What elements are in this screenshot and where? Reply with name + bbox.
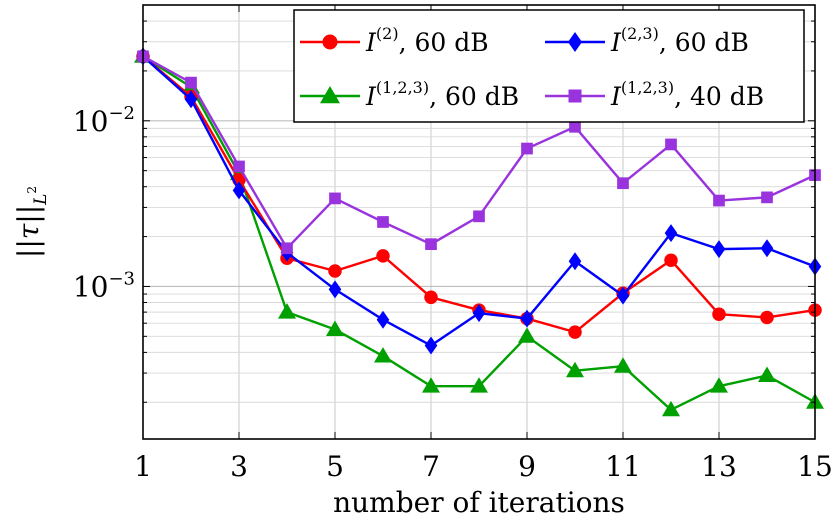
data-point <box>662 400 680 417</box>
data-point <box>614 357 632 373</box>
data-point <box>422 377 440 393</box>
data-point <box>664 224 678 243</box>
data-point <box>376 249 390 263</box>
data-point <box>713 194 725 207</box>
data-point <box>472 304 486 323</box>
data-point <box>424 336 438 355</box>
data-point <box>761 191 773 204</box>
data-point <box>760 239 774 258</box>
data-point <box>374 347 392 363</box>
ticks <box>142 4 816 439</box>
data-point <box>712 307 726 321</box>
x-tick-label: 13 <box>701 450 737 483</box>
data-point <box>233 160 245 173</box>
x-tick-label: 9 <box>518 450 536 483</box>
legend-entry: I(2,3), 60 dB <box>545 24 749 57</box>
y-axis-title-sub-exp: 2 <box>25 186 39 194</box>
data-point <box>376 310 390 329</box>
data-point <box>712 240 726 259</box>
data-point <box>758 366 776 382</box>
y-axis-title: ||τ||L2 <box>12 186 51 258</box>
x-tick-label: 5 <box>326 450 344 483</box>
legend-marker <box>320 86 340 104</box>
data-point <box>760 310 774 325</box>
legend-label: I(1,2,3), 60 dB <box>365 78 519 111</box>
y-axis-title-sub: L <box>31 194 51 206</box>
data-point <box>568 325 582 339</box>
data-point <box>665 138 677 151</box>
legend-marker <box>568 32 582 52</box>
series-layer <box>134 47 824 417</box>
data-point <box>569 120 581 133</box>
data-point <box>328 280 342 299</box>
data-point <box>518 327 536 343</box>
data-point <box>568 252 582 271</box>
data-point <box>278 303 296 319</box>
data-point <box>616 286 630 305</box>
legend-entry: I(1,2,3), 40 dB <box>545 78 764 111</box>
data-point <box>326 320 344 336</box>
legend-box <box>293 9 805 123</box>
y-axis-title-main: ||τ|| <box>12 205 45 258</box>
x-tick-label: 15 <box>797 450 831 483</box>
legend-entry: I(1,2,3), 60 dB <box>300 78 519 111</box>
data-point <box>281 242 293 255</box>
data-point <box>329 192 341 205</box>
x-axis-title: number of iterations <box>333 486 625 519</box>
data-point <box>424 290 438 305</box>
legend-marker <box>568 89 582 103</box>
data-point <box>473 210 485 223</box>
data-point <box>232 181 246 200</box>
data-point <box>185 76 197 89</box>
data-point <box>328 264 342 278</box>
x-tick-label: 11 <box>605 450 641 483</box>
svg-text:||τ||L2: ||τ||L2 <box>12 186 51 258</box>
x-tick-label: 7 <box>422 450 440 483</box>
data-point <box>470 377 488 393</box>
y-tick-label: 10−3 <box>73 268 135 303</box>
legend-marker <box>322 34 338 50</box>
legend-label: I(1,2,3), 40 dB <box>610 78 764 111</box>
legend-label: I(2), 60 dB <box>365 24 489 57</box>
data-point <box>710 377 728 393</box>
data-point <box>664 253 678 267</box>
data-point <box>521 142 533 155</box>
data-point <box>520 309 534 328</box>
data-point <box>617 177 629 190</box>
legend-label: I(2,3), 60 dB <box>610 24 749 57</box>
data-point <box>184 90 198 109</box>
data-point <box>377 216 389 228</box>
legend-entry: I(2), 60 dB <box>300 24 489 57</box>
legend: I(2), 60 dB I(2,3), 60 dB I(1,2,3), 60 dB I… <box>293 9 805 123</box>
y-tick-label: 10−2 <box>73 103 135 138</box>
data-point <box>566 361 584 378</box>
plot-frame <box>142 4 816 440</box>
x-tick-label: 3 <box>230 450 248 483</box>
data-point <box>425 238 437 251</box>
x-tick-label: 1 <box>134 450 152 483</box>
